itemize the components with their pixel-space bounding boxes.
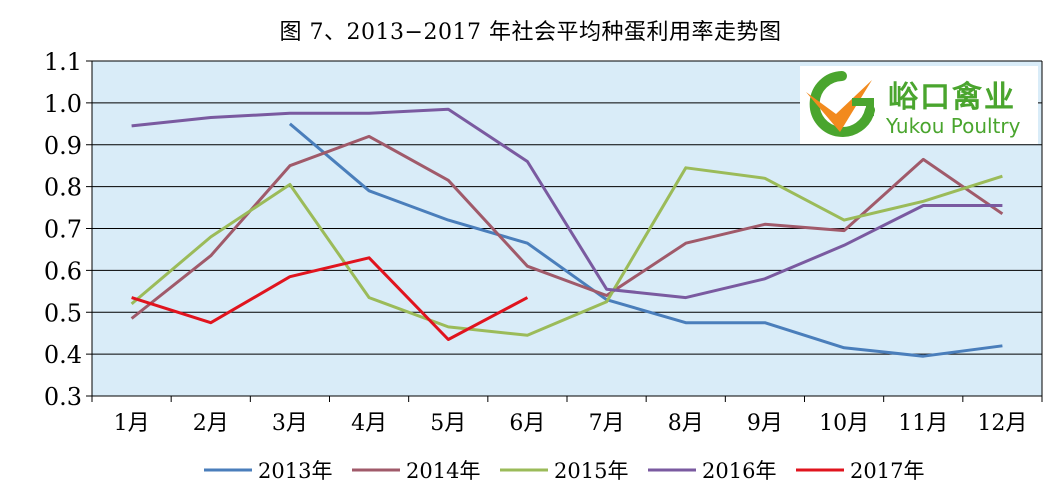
legend-label: 2017年 (850, 459, 924, 483)
x-tick-label: 8月 (668, 411, 704, 436)
series-line-2013年 (288, 122, 1003, 358)
legend-label: 2014年 (406, 459, 480, 483)
y-tick-label: 0.4 (44, 341, 82, 369)
series-line-2014年 (130, 134, 1004, 320)
legend-item: 2014年 (352, 459, 480, 483)
legend-item: 2017年 (796, 459, 924, 483)
x-tick-label: 3月 (272, 411, 308, 436)
legend-label: 2016年 (702, 459, 776, 483)
y-tick-label: 0.7 (44, 216, 82, 244)
x-tick-label: 11月 (898, 411, 948, 436)
series-line-2016年 (131, 107, 1003, 300)
legend-label: 2013年 (258, 459, 332, 483)
y-tick-label: 0.6 (44, 257, 82, 285)
legend-item: 2015年 (500, 459, 628, 483)
y-tick-label: 0.8 (44, 174, 82, 202)
y-tick-label: 1.1 (44, 48, 82, 76)
x-tick-label: 7月 (589, 411, 625, 436)
y-tick-label: 0.3 (44, 383, 82, 411)
chart-title: 图 7、2013−2017 年社会平均种蛋利用率走势图 (279, 20, 782, 45)
y-tick-label: 0.9 (44, 132, 82, 160)
logo-text-cn: 峪口禽业 (888, 80, 1016, 115)
series-line-2015年 (130, 166, 1003, 337)
y-tick-label: 1.0 (44, 90, 82, 118)
x-tick-label: 10月 (819, 411, 869, 436)
x-tick-label: 5月 (430, 411, 466, 436)
series-line-2017年 (131, 256, 529, 341)
legend-label: 2015年 (554, 459, 628, 483)
x-tick-label: 12月 (977, 411, 1027, 436)
x-tick-label: 6月 (509, 411, 545, 436)
legend-item: 2013年 (204, 459, 332, 483)
logo-mark-icon (806, 71, 875, 137)
x-tick-label: 4月 (351, 411, 387, 436)
yukou-logo: 峪口禽业 Yukou Poultry (800, 66, 1038, 144)
legend-item: 2016年 (648, 459, 776, 483)
logo-text-en: Yukou Poultry (886, 114, 1021, 138)
x-tick-label: 2月 (193, 411, 229, 436)
x-tick-label: 1月 (114, 411, 150, 436)
x-tick-label: 9月 (747, 411, 783, 436)
y-tick-label: 0.5 (44, 299, 82, 327)
